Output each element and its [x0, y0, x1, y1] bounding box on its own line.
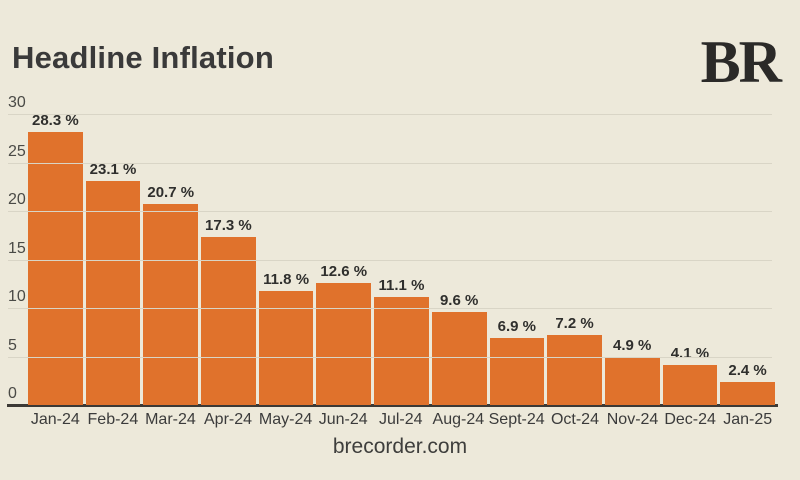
y-axis-label-15: 15: [8, 239, 26, 257]
bar-slot-sept-24: 6.9 %: [489, 114, 545, 405]
bar-sept-24: [489, 338, 545, 405]
bar-value-label: 11.8 %: [263, 270, 310, 288]
bar-value-label: 17.3 %: [205, 217, 252, 235]
bar-slot-aug-24: 9.6 %: [431, 114, 487, 405]
y-axis-label-5: 5: [8, 336, 17, 354]
bar-value-label: 7.2 %: [555, 315, 594, 333]
bar-feb-24: [85, 180, 141, 405]
bar-slot-jan-24: 28.3 %: [28, 112, 83, 405]
bar-dec-24: [662, 365, 718, 405]
y-axis-label-25: 25: [8, 142, 26, 160]
x-axis-line: [7, 404, 778, 407]
y-axis-label-0: 0: [8, 385, 17, 402]
bar-value-label: 12.6 %: [320, 262, 368, 280]
bar-slot-jan-25: 2.4 %: [720, 114, 775, 405]
bar-jul-24: [374, 297, 429, 405]
gridline-20: [8, 211, 772, 212]
bar-value-label: 4.9 %: [613, 337, 652, 355]
gridline-25: [8, 162, 772, 164]
bar-slot-mar-24: 20.7 %: [143, 114, 199, 405]
gridline-30: [8, 114, 772, 115]
bar-slot-jul-24: 11.1 %: [374, 114, 429, 405]
bar-value-label: 23.1 %: [89, 160, 137, 178]
bar-apr-24: [201, 237, 256, 405]
bar-nov-24: [604, 357, 660, 405]
bar-series: 28.3 % 23.1 % 20.7 % 17.3 % 11.8 % 12.6 % 11.1…: [28, 112, 775, 405]
bar-value-label: 4.1 %: [670, 345, 710, 363]
website-credit: brecorder.com: [332, 435, 468, 458]
gridline-10: [8, 308, 772, 309]
bar-slot-oct-24: 7.2 %: [547, 114, 602, 405]
bar-value-label: 6.9 %: [497, 318, 537, 336]
y-axis-label-20: 20: [8, 191, 26, 208]
x-axis-labels: Jan-24 Feb-24 Mar-24 Apr-24 May-24 Jun-24 Jul-…: [28, 410, 775, 429]
x-axis-label-sept-24: Sept-24: [488, 411, 545, 428]
y-axis-label-30: 30: [8, 94, 26, 111]
bar-slot-apr-24: 17.3 %: [201, 114, 256, 405]
x-axis-label-mar-24: Mar-24: [145, 411, 196, 428]
x-axis-label-dec-24: Dec-24: [664, 411, 716, 428]
bar-jan-24: [28, 132, 83, 405]
gridline-15: [8, 259, 772, 261]
bar-value-label: 20.7 %: [147, 184, 195, 202]
x-axis-label-jul-24: Jul-24: [378, 411, 423, 428]
chart-title: Headline Inflation: [12, 40, 274, 75]
bar-jan-25: [720, 381, 775, 405]
x-axis-label-jun-24: Jun-24: [318, 411, 368, 428]
bar-slot-may-24: 11.8 %: [258, 114, 314, 405]
bar-slot-jun-24: 12.6 %: [316, 114, 372, 405]
bar-value-label: 11.1 %: [378, 277, 425, 295]
br-logo: BR: [700, 29, 782, 95]
bar-value-label: 2.4 %: [728, 361, 767, 379]
bar-oct-24: [547, 335, 602, 405]
y-axis-label-10: 10: [8, 288, 26, 305]
bar-value-label: 28.3 %: [31, 112, 79, 129]
bar-mar-24: [143, 204, 199, 405]
gridline-5: [8, 356, 772, 358]
bar-may-24: [258, 290, 314, 405]
x-axis-label-may-24: May-24: [258, 411, 313, 428]
x-axis-label-jan-24: Jan-24: [30, 411, 80, 428]
bar-aug-24: [431, 311, 487, 405]
x-axis-label-feb-24: Feb-24: [87, 411, 139, 428]
x-axis-label-nov-24: Nov-24: [606, 411, 659, 428]
x-axis-label-oct-24: Oct-24: [550, 411, 599, 428]
bar-slot-nov-24: 4.9 %: [604, 114, 660, 405]
bar-slot-feb-24: 23.1 %: [85, 114, 141, 405]
bar-value-label: 9.6 %: [439, 291, 479, 309]
x-axis-label-apr-24: Apr-24: [204, 411, 253, 428]
bar-jun-24: [316, 282, 372, 405]
x-axis-label-aug-24: Aug-24: [432, 411, 485, 428]
x-axis-label-jan-25: Jan-25: [723, 411, 773, 428]
